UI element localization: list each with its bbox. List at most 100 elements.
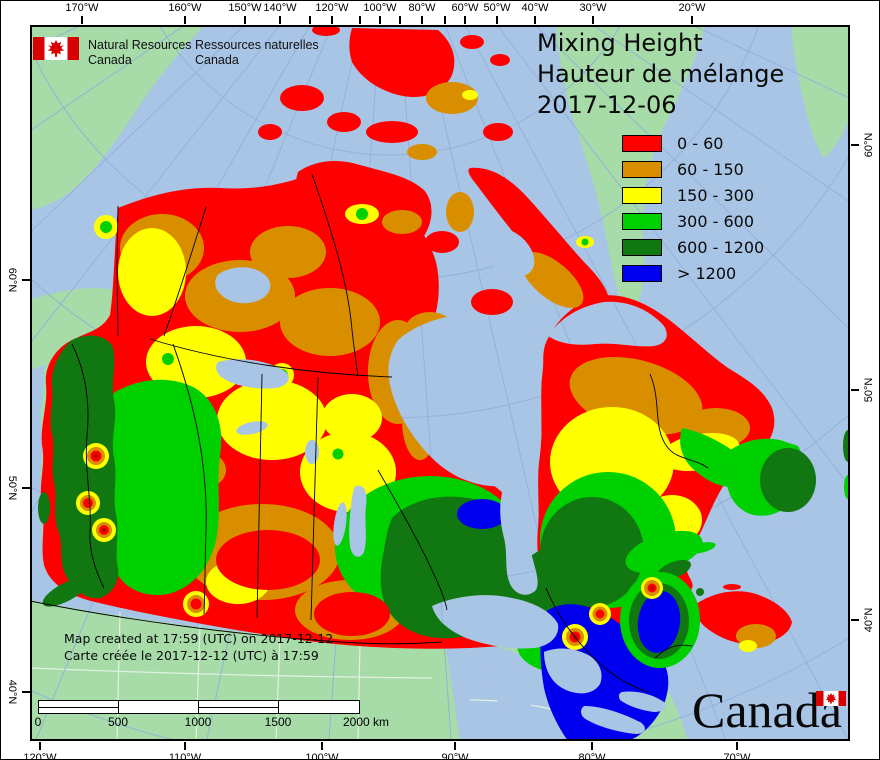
top-axis-tick <box>691 16 693 24</box>
created-fr: Carte créée le 2017-12-12 (UTC) à 17:59 <box>64 648 319 663</box>
bottom-axis-tick <box>321 742 323 750</box>
scale-tick-label: 1500 <box>264 715 292 729</box>
left-axis-label: 40°N <box>6 679 18 705</box>
top-axis-label: 30°W <box>579 2 607 14</box>
bottom-axis-tick <box>184 742 186 750</box>
top-axis-tick <box>464 16 466 24</box>
legend-swatch-yellow <box>622 186 662 204</box>
scale-segment <box>119 701 199 713</box>
mixing-height-data <box>38 25 775 741</box>
scale-tick-label: 1000 <box>184 715 212 729</box>
logo-en-line1: Natural Resources <box>88 38 192 52</box>
top-axis-tick <box>279 16 281 24</box>
bottom-axis-tick <box>591 742 593 750</box>
scale-segment <box>199 701 279 713</box>
wordmark-flag-icon <box>815 691 846 706</box>
bottom-axis-label: 80°W <box>578 752 606 760</box>
title-line1: Mixing Height <box>537 29 703 57</box>
left-axis-label: 50°N <box>6 475 18 501</box>
right-axis-tick <box>851 144 859 146</box>
left-axis-label: 60°N <box>6 267 18 293</box>
bottom-axis-label: 70°W <box>723 752 751 760</box>
top-axis-label: 50°W <box>483 2 511 14</box>
map-title: Mixing Height Hauteur de mélange 2017-12… <box>537 28 784 121</box>
created-en: Map created at 17:59 (UTC) on 2017-12-12 <box>64 631 334 646</box>
top-axis-label: 80°W <box>408 2 436 14</box>
map-frame <box>30 25 850 741</box>
canada-flag-icon <box>33 37 79 60</box>
legend-row: 600 - 1200 <box>622 234 764 260</box>
creation-timestamp: Map created at 17:59 (UTC) on 2017-12-12… <box>64 630 333 664</box>
top-axis-label: 60°W <box>451 2 479 14</box>
bottom-axis-label: 90°W <box>441 752 469 760</box>
right-axis-label: 60°N <box>863 132 875 158</box>
logo-text-fr: Ressources naturelles Canada <box>195 38 345 68</box>
top-axis-tick <box>444 16 446 24</box>
top-axis-tick <box>359 16 361 24</box>
left-axis-tick <box>22 487 30 489</box>
top-axis-tick <box>534 16 536 24</box>
legend-swatch-darkgreen <box>622 238 662 256</box>
right-axis-label: 40°N <box>863 607 875 633</box>
bottom-axis-tick <box>454 742 456 750</box>
logo-fr-line2: Canada <box>195 53 239 67</box>
logo-fr-line1: Ressources naturelles <box>195 38 319 52</box>
top-axis-label: 150°W <box>228 2 262 14</box>
scale-bar-graphic <box>38 700 360 714</box>
title-line2: Hauteur de mélange <box>537 60 785 88</box>
right-axis-label: 50°N <box>863 377 875 403</box>
top-axis-label: 120°W <box>315 2 349 14</box>
legend-label: 300 - 600 <box>677 211 755 231</box>
legend-row: 150 - 300 <box>622 182 764 208</box>
top-axis-label: 40°W <box>521 2 549 14</box>
legend: 0 - 60 60 - 150 150 - 300 300 - 600 600 … <box>622 130 764 286</box>
top-axis-tick <box>421 16 423 24</box>
bottom-axis-label: 120°W <box>23 752 57 760</box>
top-axis-label: 170°W <box>65 2 99 14</box>
scale-tick-label: 500 <box>107 715 129 729</box>
legend-label: 600 - 1200 <box>677 237 765 257</box>
top-axis-label: 160°W <box>168 2 202 14</box>
top-axis-tick <box>496 16 498 24</box>
bottom-axis-tick <box>39 742 41 750</box>
top-axis-tick <box>592 16 594 24</box>
legend-row: 60 - 150 <box>622 156 764 182</box>
top-axis-label: 140°W <box>263 2 297 14</box>
legend-row: 300 - 600 <box>622 208 764 234</box>
canada-wordmark: Canada <box>692 684 846 736</box>
top-axis-tick <box>331 16 333 24</box>
top-axis-tick <box>184 16 186 24</box>
legend-label: > 1200 <box>677 263 737 283</box>
top-axis-label: 20°W <box>678 2 706 14</box>
top-axis-tick <box>244 16 246 24</box>
legend-swatch-blue <box>622 264 662 282</box>
scale-segment <box>279 701 359 713</box>
bottom-axis-tick <box>736 742 738 750</box>
top-axis-label: 100°W <box>363 2 397 14</box>
logo-en-line2: Canada <box>88 53 132 67</box>
top-axis-tick <box>309 16 311 24</box>
bottom-axis-label: 110°W <box>168 752 202 760</box>
interior-water <box>215 227 807 741</box>
legend-label: 150 - 300 <box>677 185 755 205</box>
right-axis-tick <box>851 619 859 621</box>
scale-segment <box>39 701 119 713</box>
bottom-axis-label: 100°W <box>305 752 339 760</box>
nrcan-logo: Natural Resources Canada Ressources natu… <box>33 37 319 67</box>
legend-label: 0 - 60 <box>677 133 724 153</box>
logo-text-en: Natural Resources Canada <box>88 38 218 68</box>
legend-label: 60 - 150 <box>677 159 744 179</box>
top-axis-tick <box>379 16 381 24</box>
top-axis-tick <box>81 16 83 24</box>
left-axis-tick <box>22 279 30 281</box>
legend-swatch-green <box>622 212 662 230</box>
legend-swatch-red <box>622 134 662 152</box>
legend-row: 0 - 60 <box>622 130 764 156</box>
right-axis-tick <box>851 389 859 391</box>
scale-bar: 0 500 1000 1500 2000 km <box>35 700 389 730</box>
legend-swatch-orange <box>622 160 662 178</box>
scale-end-label: 2000 km <box>342 715 390 729</box>
political-borders <box>30 173 709 693</box>
top-axis-tick <box>399 16 401 24</box>
